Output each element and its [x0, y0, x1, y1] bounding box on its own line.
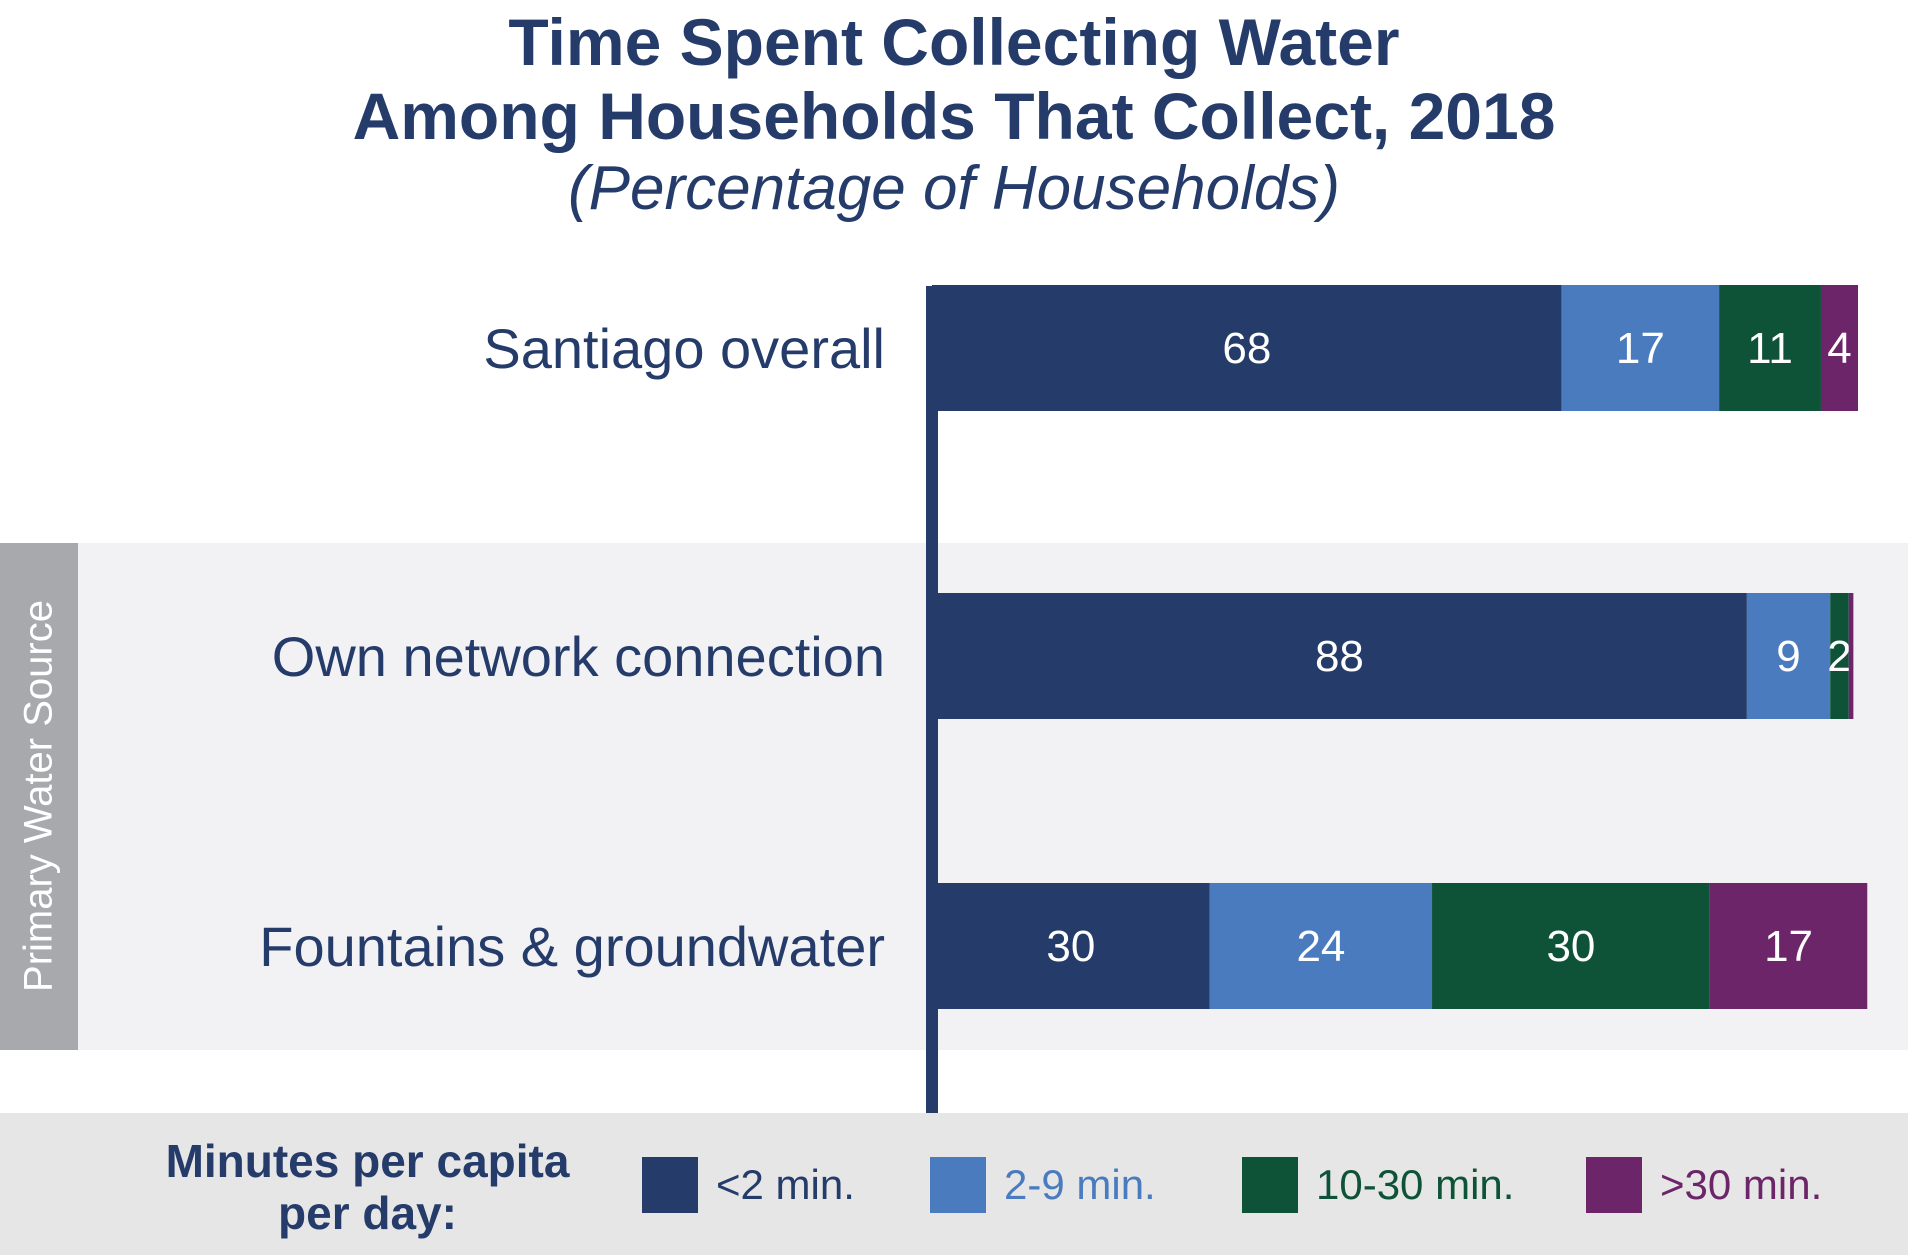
legend-item-lt2: <2 min.: [642, 1157, 855, 1213]
data-label: 9: [1776, 632, 1800, 681]
data-label: 2: [1827, 632, 1851, 681]
legend-swatch: [930, 1157, 986, 1213]
data-label: 30: [1046, 922, 1095, 971]
bar-segment: [932, 883, 1210, 1009]
legend-label: 10-30 min.: [1316, 1161, 1515, 1208]
legend-title: Minutes per capita per day:: [165, 1135, 570, 1239]
legend-label: 2-9 min.: [1004, 1161, 1156, 1208]
data-label: 68: [1222, 324, 1271, 373]
legend-swatch: [1586, 1157, 1642, 1213]
group-tab: [0, 543, 78, 1050]
data-label: 24: [1296, 922, 1345, 971]
data-label: 30: [1546, 922, 1595, 971]
category-label: Own network connection: [272, 625, 885, 688]
data-label: 88: [1315, 632, 1364, 681]
legend-label: >30 min.: [1660, 1161, 1823, 1208]
bar-segment: [1719, 285, 1821, 411]
bar-segment: [932, 285, 1562, 411]
data-label: 17: [1616, 324, 1665, 373]
category-label: Fountains & groundwater: [259, 915, 885, 978]
chart-title: Time Spent Collecting Water: [508, 5, 1400, 79]
chart-title-line2: Among Households That Collect, 2018: [352, 79, 1556, 153]
bar-segment: [1820, 285, 1858, 411]
bar-segment: [1561, 285, 1720, 411]
legend-item-10-30: 10-30 min.: [1242, 1157, 1514, 1213]
bar-segment: [932, 593, 1747, 719]
legend-label: <2 min.: [716, 1161, 855, 1208]
chart-subtitle: (Percentage of Households): [567, 154, 1340, 223]
category-label: Santiago overall: [483, 317, 885, 380]
bar-segment: [1209, 883, 1433, 1009]
bar-segment: [1746, 593, 1831, 719]
axis-baseline: [926, 286, 938, 1113]
bar-segment: [1432, 883, 1710, 1009]
bar-segment: [1709, 883, 1868, 1009]
data-label: 17: [1764, 922, 1813, 971]
legend-swatch: [1242, 1157, 1298, 1213]
bar-segment: [1848, 593, 1854, 719]
legend-item-gt30: >30 min.: [1586, 1157, 1822, 1213]
legend-item-2-9: 2-9 min.: [930, 1157, 1156, 1213]
data-label: 11: [1747, 324, 1793, 373]
bar-segment: [1830, 593, 1849, 719]
data-label: 4: [1827, 324, 1851, 373]
legend-swatch: [642, 1157, 698, 1213]
